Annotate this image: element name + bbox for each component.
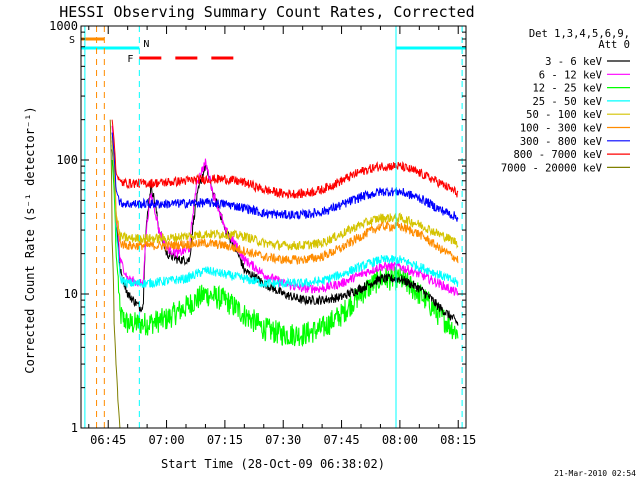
series-line-6 <box>111 132 459 222</box>
legend-title-line-0: Det 1,3,4,5,6,9, <box>529 28 630 40</box>
x-axis-label: Start Time (28-Oct-09 06:38:02) <box>161 457 385 471</box>
series-layer <box>109 119 459 429</box>
flag-label-f: F <box>127 54 133 65</box>
x-tick-label-3: 07:30 <box>265 433 301 447</box>
legend-entry-label-1: 6 - 12 keV <box>539 69 603 81</box>
chart-title: HESSI Observing Summary Count Rates, Cor… <box>59 3 474 21</box>
timestamp: 21-Mar-2010 02:54 <box>554 469 636 478</box>
legend-entry-label-7: 800 - 7000 keV <box>513 149 602 161</box>
x-tick-label-5: 08:00 <box>382 433 418 447</box>
x-tick-label-6: 08:15 <box>440 433 476 447</box>
axes-layer: 1 10 100 1000 06:45 07:00 07:15 07:30 07:45 08:00… <box>49 19 476 447</box>
series-line-3 <box>111 144 459 289</box>
plot-frame <box>80 25 467 429</box>
series-line-5 <box>111 140 459 265</box>
series-line-7 <box>111 119 459 200</box>
legend-entry-label-4: 50 - 100 keV <box>526 109 603 121</box>
x-tick-label-2: 07:15 <box>207 433 243 447</box>
series-line-0 <box>111 149 459 326</box>
x-tick-label-1: 07:00 <box>148 433 184 447</box>
y-tick-label-1: 10 <box>64 287 78 301</box>
y-tick-label-0: 1 <box>71 421 78 435</box>
vertical-lines-layer <box>84 26 463 428</box>
x-tick-label-4: 07:45 <box>323 433 359 447</box>
y-tick-label-3: 1000 <box>49 19 78 33</box>
legend-title-line-1: Att 0 <box>598 39 630 51</box>
series-line-2 <box>111 159 459 348</box>
legend-entry-label-0: 3 - 6 keV <box>545 56 603 68</box>
flag-label-n: N <box>143 39 149 50</box>
flag-label-s: S <box>69 35 75 46</box>
series-line-8 <box>109 119 121 429</box>
y-axis-label: Corrected Count Rate (s⁻¹ detector⁻¹) <box>23 106 37 373</box>
legend-entry-label-5: 100 - 300 keV <box>520 123 603 135</box>
legend-entry-label-6: 300 - 800 keV <box>520 136 603 148</box>
legend-entry-label-8: 7000 - 20000 keV <box>501 162 603 174</box>
series-line-4 <box>111 136 459 251</box>
y-tick-label-2: 100 <box>56 153 78 167</box>
x-tick-label-0: 06:45 <box>90 433 126 447</box>
legend-entry-label-3: 25 - 50 keV <box>532 96 602 108</box>
legend-entry-label-2: 12 - 25 keV <box>532 83 602 95</box>
